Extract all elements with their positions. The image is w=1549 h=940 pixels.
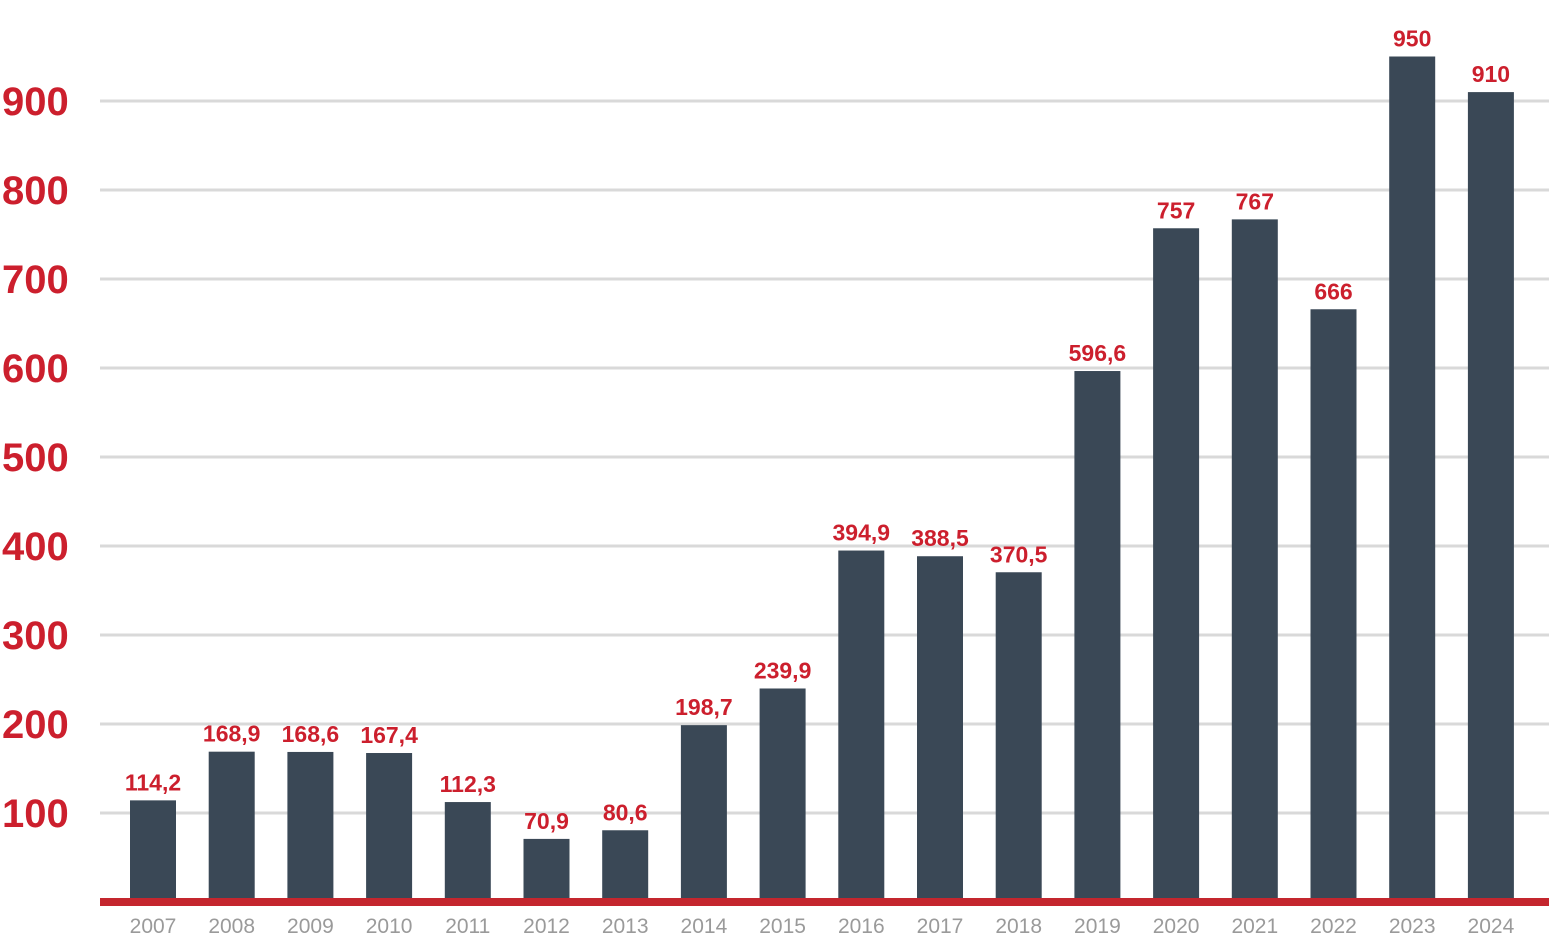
y-tick-label: 400 xyxy=(2,525,69,569)
bar xyxy=(602,830,649,902)
x-tick-label: 2020 xyxy=(1153,915,1200,938)
bar xyxy=(1310,309,1357,902)
x-tick-label: 2014 xyxy=(681,915,728,938)
bars xyxy=(130,56,1514,903)
y-tick-label: 600 xyxy=(2,347,69,391)
bar xyxy=(995,572,1042,902)
bar xyxy=(1389,56,1436,902)
x-tick-label: 2024 xyxy=(1468,915,1515,938)
data-label: 596,6 xyxy=(1069,340,1127,366)
x-tick-label: 2015 xyxy=(759,915,806,938)
data-label: 168,9 xyxy=(203,721,261,747)
bar xyxy=(130,800,176,902)
data-label: 168,6 xyxy=(282,721,340,747)
y-tick-label: 900 xyxy=(2,80,69,124)
y-axis-ticks: 100 200 300 400 500 600 700 800 900 xyxy=(2,80,69,836)
bar xyxy=(366,753,413,902)
data-label: 167,4 xyxy=(360,722,418,748)
data-label: 112,3 xyxy=(440,771,496,797)
y-tick-label: 200 xyxy=(2,703,69,747)
y-tick-label: 800 xyxy=(2,169,69,213)
x-axis-baseline xyxy=(100,898,1549,906)
x-tick-label: 2017 xyxy=(917,915,964,938)
bar xyxy=(1467,92,1514,903)
bar xyxy=(1074,371,1121,902)
x-tick-label: 2010 xyxy=(366,915,413,938)
x-axis-ticks: 2007 2008 2009 2010 2011 2012 2013 2014 2015 2016… xyxy=(130,915,1515,938)
gridlines xyxy=(100,99,1549,815)
data-labels: 114,2 168,9 168,6 167,4 112,3 70,9 80,6 198,7 23… xyxy=(125,26,1510,834)
x-tick-label: 2011 xyxy=(445,915,490,938)
bar xyxy=(759,688,806,902)
bar xyxy=(287,751,334,902)
x-tick-label: 2019 xyxy=(1074,915,1121,938)
bar xyxy=(208,751,255,902)
x-tick-label: 2008 xyxy=(208,915,255,938)
x-tick-label: 2021 xyxy=(1231,915,1278,938)
x-tick-label: 2016 xyxy=(838,915,885,938)
data-label: 757 xyxy=(1157,197,1195,223)
x-tick-label: 2013 xyxy=(602,915,649,938)
bar xyxy=(444,802,491,902)
y-tick-label: 700 xyxy=(2,258,69,302)
bar xyxy=(680,725,727,902)
x-tick-label: 2023 xyxy=(1389,915,1436,938)
x-tick-label: 2009 xyxy=(287,915,334,938)
bar xyxy=(917,556,963,902)
data-label: 70,9 xyxy=(524,808,569,834)
x-tick-label: 2007 xyxy=(130,915,177,938)
data-label: 370,5 xyxy=(990,541,1048,567)
y-tick-label: 300 xyxy=(2,614,69,658)
bar xyxy=(1153,228,1200,902)
data-label: 114,2 xyxy=(125,769,181,795)
bar xyxy=(1231,219,1278,902)
x-tick-label: 2018 xyxy=(995,915,1042,938)
data-label: 910 xyxy=(1472,61,1510,87)
y-tick-label: 500 xyxy=(2,436,69,480)
bar xyxy=(523,838,570,902)
y-tick-label: 100 xyxy=(2,792,69,836)
data-label: 80,6 xyxy=(603,799,648,825)
data-label: 767 xyxy=(1236,188,1274,214)
x-tick-label: 2012 xyxy=(523,915,570,938)
bar xyxy=(838,550,885,902)
data-label: 239,9 xyxy=(754,657,812,683)
data-label: 950 xyxy=(1393,26,1431,52)
data-label: 198,7 xyxy=(675,694,733,720)
data-label: 666 xyxy=(1314,278,1352,304)
data-label: 394,9 xyxy=(833,520,891,546)
data-label: 388,5 xyxy=(911,525,969,551)
x-tick-label: 2022 xyxy=(1310,915,1357,938)
